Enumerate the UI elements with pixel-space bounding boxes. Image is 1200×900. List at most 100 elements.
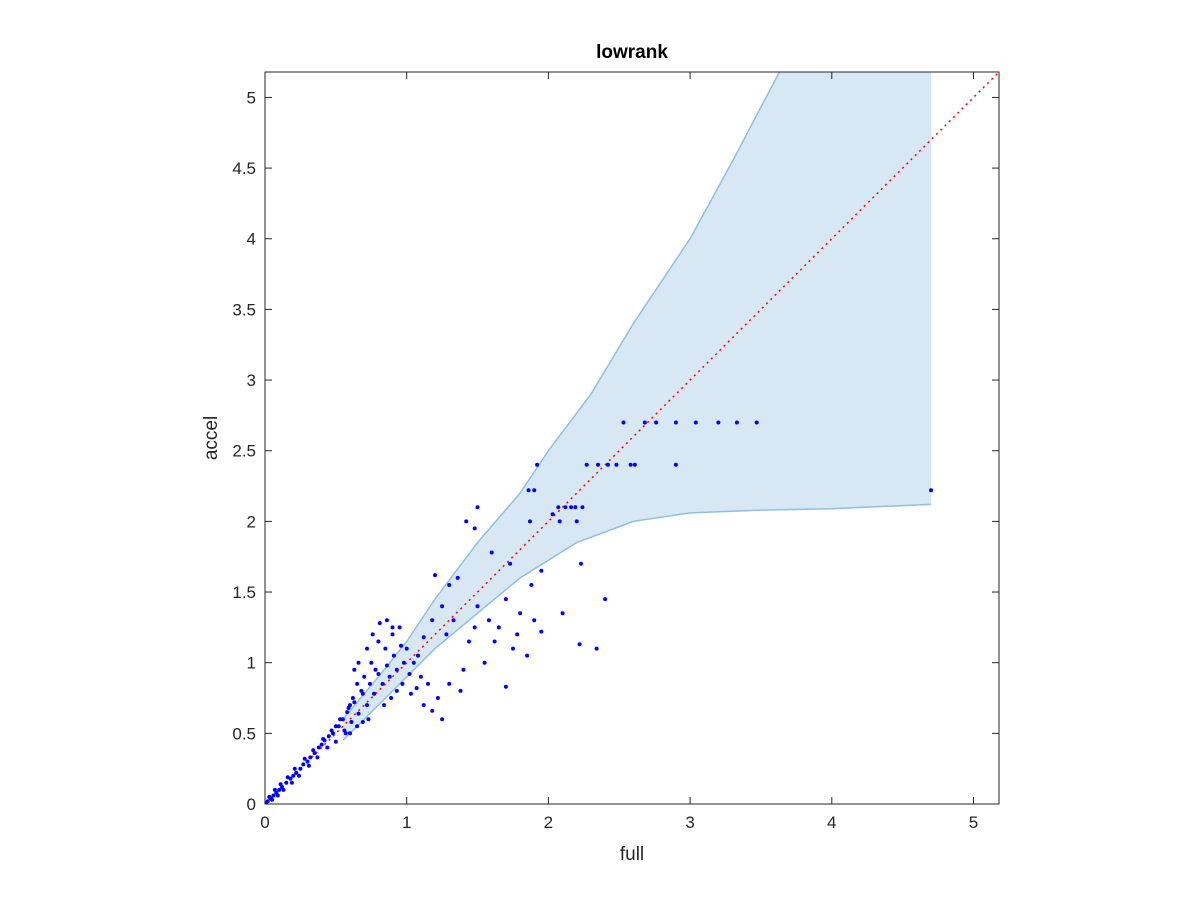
y-tick-label: 3 (247, 371, 256, 390)
scatter-point (315, 755, 320, 760)
plot-area (264, 71, 1000, 805)
axis-ticks: 0 1 2 3 4 5 0 0.5 1 1.5 2 2.5 3 3.5 4 4.5 5 (232, 72, 999, 832)
scatter-point (343, 731, 348, 736)
scatter-point (271, 793, 276, 798)
scatter-point (573, 505, 578, 510)
scatter-point (511, 646, 515, 651)
x-tick-label: 2 (544, 813, 553, 832)
scatter-point (426, 681, 430, 686)
scatter-point (401, 660, 406, 665)
scatter-point (642, 420, 647, 425)
scatter-point (367, 681, 372, 686)
scatter-point (525, 653, 530, 658)
scatter-point (360, 691, 365, 696)
scatter-point (464, 519, 469, 524)
scatter-point (333, 724, 338, 729)
scatter-point (394, 667, 399, 672)
scatter-point (535, 462, 540, 467)
scatter-point (408, 691, 413, 696)
scatter-point (528, 519, 532, 524)
scatter-point (754, 420, 759, 425)
scatter-point (272, 787, 277, 792)
scatter-point (365, 703, 369, 708)
scatter-point (297, 773, 301, 778)
scatter-point (298, 766, 303, 771)
scatter-point (584, 462, 589, 467)
scatter-point (563, 505, 568, 510)
scatter-point (529, 583, 534, 587)
scatter-point (278, 782, 283, 787)
scatter-point (489, 550, 494, 555)
scatter-point (390, 632, 395, 637)
scatter-point (472, 526, 477, 531)
scatter-point (352, 700, 357, 705)
y-tick-label: 2 (247, 512, 256, 531)
scatter-point (336, 724, 341, 729)
scatter-point (475, 604, 480, 609)
scatter-point (394, 688, 399, 693)
scatter-point (338, 717, 343, 722)
scatter-point (560, 611, 565, 616)
x-tick-label: 1 (402, 813, 411, 832)
scatter-point (418, 674, 423, 679)
scatter-point (455, 575, 460, 580)
scatter-point (316, 745, 321, 750)
scatter-point (285, 775, 290, 780)
scatter-point (311, 748, 316, 753)
scatter-point (603, 597, 608, 602)
x-axis-label: full (620, 844, 644, 865)
scatter-point (369, 660, 374, 665)
scatter-point (430, 618, 435, 623)
scatter-point (292, 766, 297, 771)
scatter-point (355, 724, 360, 729)
scatter-point (349, 720, 354, 724)
scatter-point (373, 667, 378, 672)
scatter-point (281, 787, 286, 792)
scatter-point (352, 667, 357, 672)
scatter-point (654, 420, 659, 425)
scatter-point (482, 660, 487, 665)
scatter-point (308, 755, 313, 760)
scatter-point (532, 488, 537, 493)
scatter-point (716, 420, 721, 425)
scatter-point (458, 688, 463, 693)
scatter-point (693, 420, 698, 425)
scatter-point (325, 745, 330, 750)
scatter-point (289, 780, 294, 785)
scatter-point (451, 618, 456, 623)
scatter-point (384, 618, 389, 623)
scatter-point (421, 703, 426, 708)
scatter-point (539, 629, 544, 634)
scatter-point (557, 519, 562, 524)
scatter-point (400, 681, 405, 686)
scatter-point (492, 639, 497, 644)
scatter-point (267, 794, 272, 799)
scatter-point (526, 488, 531, 493)
scatter-point (556, 505, 561, 510)
scatter-point (475, 505, 480, 510)
scatter-point (384, 663, 389, 668)
scatter-point (302, 756, 307, 761)
scatter-point (461, 667, 466, 672)
scatter-point (270, 797, 275, 802)
scatter-point (580, 505, 585, 510)
scatter-point (433, 573, 437, 578)
scatter-point (319, 742, 324, 747)
x-tick-label: 0 (260, 813, 269, 832)
scatter-point (614, 462, 619, 467)
scatter-point (518, 611, 523, 616)
scatter-point (550, 512, 555, 517)
scatter-point (515, 632, 520, 637)
x-tick-label: 4 (827, 813, 836, 832)
scatter-point (440, 717, 445, 722)
y-tick-label: 4 (247, 230, 256, 249)
scatter-point (346, 705, 351, 710)
scatter-point (377, 621, 382, 626)
scatter-point (414, 686, 419, 691)
scatter-point (275, 793, 280, 798)
y-tick-label: 5 (247, 88, 256, 107)
scatter-point (486, 618, 491, 623)
scatter-point (370, 632, 375, 637)
scatter-point (440, 604, 445, 609)
